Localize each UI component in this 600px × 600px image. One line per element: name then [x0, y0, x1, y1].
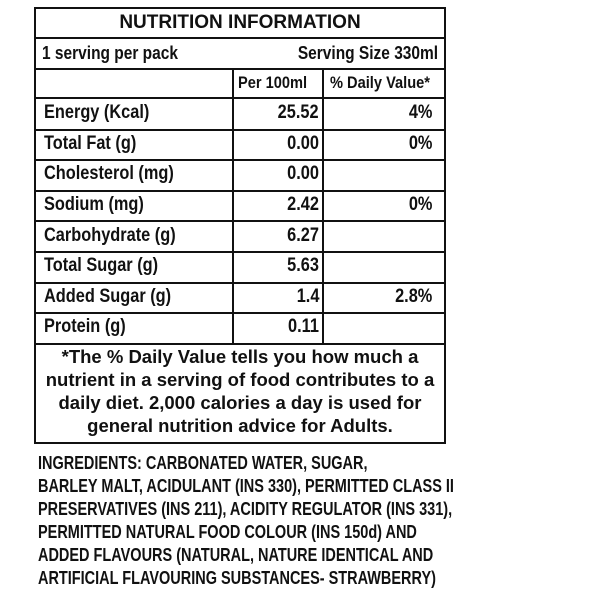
- divider: [36, 343, 444, 345]
- nutrient-per100-value: 5.63: [287, 255, 319, 277]
- nutrient-daily-value: 2.8%: [394, 285, 432, 307]
- ingredients-text: INGREDIENTS: CARBONATED WATER, SUGAR, BA…: [38, 453, 454, 588]
- panel-title: NUTRITION INFORMATION: [119, 12, 361, 33]
- row-divider: [36, 251, 444, 253]
- nutrient-daily-value: 0%: [408, 132, 432, 154]
- column-divider: [322, 69, 324, 344]
- nutrient-per100-value: 0.00: [287, 163, 319, 185]
- nutrient-name: Total Fat (g): [44, 132, 137, 154]
- nutrient-per100-value: 0.11: [288, 316, 319, 338]
- nutrient-name: Carbohydrate (g): [44, 224, 176, 246]
- row-divider: [36, 281, 444, 284]
- column-header-per100: Per 100ml: [238, 73, 308, 92]
- serving-size: Serving Size 330ml: [297, 42, 438, 63]
- nutrient-name: Protein (g): [44, 316, 126, 338]
- nutrient-name: Cholesterol (mg): [44, 163, 174, 185]
- nutrient-daily-value: 4%: [408, 102, 432, 124]
- row-divider: [36, 189, 444, 192]
- nutrient-per100-value: 2.42: [287, 194, 319, 216]
- row-divider: [36, 159, 444, 162]
- nutrient-name: Energy (Kcal): [44, 102, 150, 124]
- column-header-daily-value: % Daily Value*: [330, 73, 430, 92]
- nutrient-per100-value: 1.4: [296, 285, 319, 307]
- divider: [36, 68, 444, 70]
- row-divider: [36, 128, 444, 131]
- nutrient-name: Total Sugar (g): [44, 255, 159, 277]
- nutrient-daily-value: 0%: [408, 194, 432, 216]
- divider: [36, 37, 444, 39]
- row-divider: [36, 312, 444, 315]
- nutrient-name: Sodium (mg): [44, 194, 144, 216]
- servings-per-pack: 1 serving per pack: [42, 42, 178, 63]
- nutrient-name: Added Sugar (g): [44, 285, 172, 307]
- nutrient-per100-value: 0.00: [287, 132, 319, 154]
- row-divider: [36, 220, 444, 223]
- nutrient-per100-value: 6.27: [287, 224, 319, 246]
- column-divider: [232, 69, 234, 344]
- daily-value-footnote: *The % Daily Value tells you how much a …: [45, 346, 435, 436]
- nutrient-per100-value: 25.52: [278, 102, 319, 124]
- nutrition-panel: NUTRITION INFORMATION 1 serving per pack…: [34, 7, 446, 444]
- divider: [36, 97, 444, 99]
